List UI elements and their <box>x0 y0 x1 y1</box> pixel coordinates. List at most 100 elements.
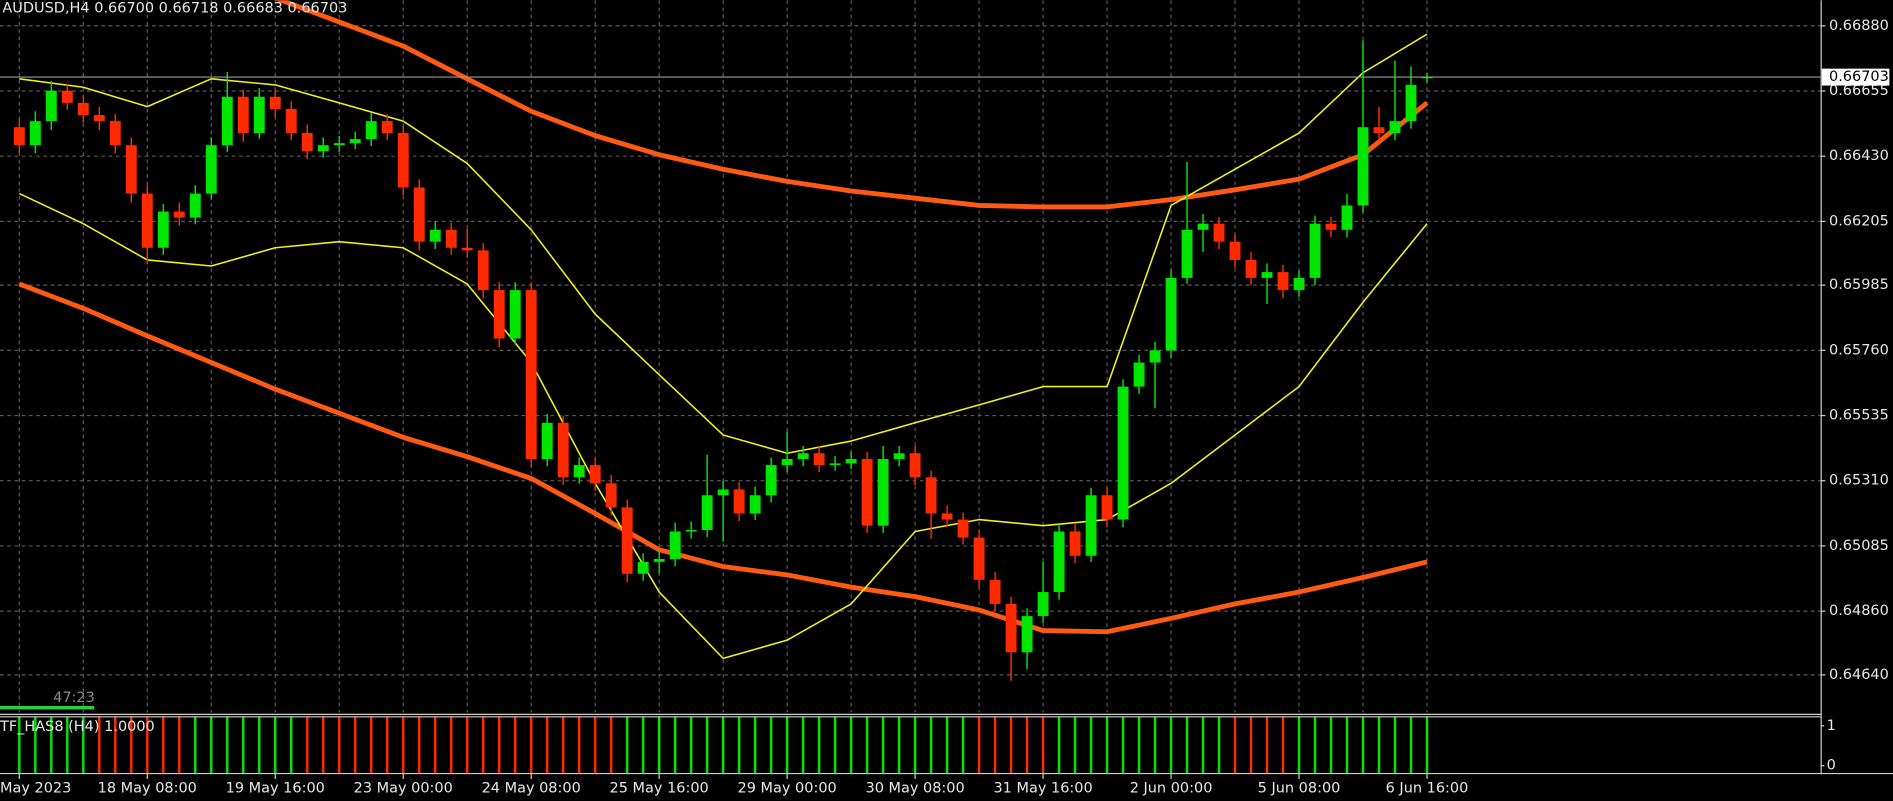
x-tick-label: 6 Jun 16:00 <box>1386 781 1469 797</box>
timer: 47:23 <box>53 690 95 706</box>
axes: 0.66880 0.66655 0.66430 0.66205 0.65985 0.657… <box>0 18 1890 797</box>
candle-body <box>349 139 361 144</box>
candle-body <box>541 422 553 460</box>
candle-body <box>333 143 345 146</box>
candle-body <box>989 579 1001 604</box>
candle-body <box>397 133 409 188</box>
candle-body <box>845 459 857 464</box>
candle-body <box>797 453 809 460</box>
candle-body <box>573 465 585 478</box>
candle-body <box>1037 592 1049 617</box>
candle-body <box>205 145 217 194</box>
candle-body <box>141 193 153 248</box>
candle-body <box>733 489 745 514</box>
chart-title: AUDUSD,H4 0.66700 0.66718 0.66683 0.6670… <box>2 1 347 17</box>
candle-body <box>1213 223 1225 242</box>
candle-body <box>589 465 601 484</box>
candle-body <box>173 211 185 218</box>
candle-body <box>1069 531 1081 556</box>
candle-body <box>509 290 521 339</box>
candle-body <box>253 96 265 134</box>
candle-body <box>669 531 681 559</box>
candle-body <box>317 145 329 152</box>
candle-body <box>445 229 457 248</box>
candle-body <box>621 507 633 574</box>
candle-body <box>493 290 505 339</box>
x-tick-label: 30 May 08:00 <box>866 781 965 797</box>
y-tick-label: 0.65985 <box>1829 277 1889 293</box>
candle-body <box>877 459 889 526</box>
candle-body <box>637 561 649 574</box>
x-tick-label: 18 May 08:00 <box>98 781 197 797</box>
candle-body <box>1229 241 1241 260</box>
candle-body <box>157 211 169 248</box>
candle-body <box>109 121 121 146</box>
candle-body <box>1325 223 1337 230</box>
candle-body <box>765 465 777 496</box>
candle-body <box>1133 362 1145 387</box>
x-tick-label: 25 May 16:00 <box>610 781 709 797</box>
indicator-panel <box>18 716 1429 773</box>
candle-body <box>13 127 25 146</box>
candle-body <box>957 519 969 538</box>
overlay-line <box>18 281 1428 635</box>
candle-body <box>1085 495 1097 556</box>
candle-body <box>829 463 841 466</box>
candle-body <box>269 96 281 109</box>
y-tick-label: 0.66880 <box>1829 18 1889 34</box>
indicator-tick-label: 0 <box>1827 758 1836 774</box>
x-tick-label: 2 Jun 00:00 <box>1130 781 1213 797</box>
candle-body <box>189 193 201 218</box>
candle-body <box>1341 205 1353 230</box>
candle-body <box>1277 272 1289 291</box>
candles <box>13 40 1433 681</box>
overlay-line <box>19 33 1428 455</box>
x-tick-label: May 2023 <box>0 781 71 797</box>
candle-body <box>381 121 393 134</box>
x-tick-label: 23 May 00:00 <box>354 781 453 797</box>
x-tick-label: 19 May 16:00 <box>226 781 325 797</box>
candle-body <box>1261 272 1273 278</box>
candle-body <box>925 477 937 514</box>
x-tick-label: 29 May 00:00 <box>738 781 837 797</box>
candle-body <box>1149 350 1161 363</box>
overlay-line <box>274 0 1429 210</box>
candle-body <box>1197 223 1209 230</box>
candle-body <box>1389 121 1401 134</box>
candle-body <box>285 108 297 134</box>
candle-body <box>781 459 793 466</box>
y-tick-label: 0.64860 <box>1829 603 1889 619</box>
y-tick-label: 0.66655 <box>1829 83 1889 99</box>
candle-body <box>813 453 825 466</box>
x-tick-label: 5 Jun 08:00 <box>1258 781 1341 797</box>
grid <box>0 0 1821 713</box>
candle-body <box>1405 84 1417 122</box>
candle-body <box>1021 616 1033 653</box>
x-tick-label: 24 May 08:00 <box>482 781 581 797</box>
candle-body <box>893 453 905 460</box>
candle-body <box>749 495 761 514</box>
candle-body <box>1309 223 1321 278</box>
indicator-label: TF_HAS8 (H4) 1.0000 <box>0 719 155 735</box>
candle-body <box>237 96 249 134</box>
candle-body <box>221 96 233 146</box>
y-tick-label: 0.64640 <box>1829 667 1889 683</box>
y-tick-label: 0.65085 <box>1829 538 1889 554</box>
candle-body <box>685 530 697 532</box>
current-price-label: 0.66703 <box>1829 69 1889 85</box>
candle-body <box>461 247 473 251</box>
candle-body <box>1181 229 1193 278</box>
candle-body <box>125 145 137 194</box>
candle-body <box>77 102 89 116</box>
y-tick-label: 0.65760 <box>1829 342 1889 358</box>
candle-body <box>93 115 105 122</box>
y-tick-label: 0.65310 <box>1829 473 1889 489</box>
candle-body <box>605 483 617 508</box>
candle-body <box>909 453 921 478</box>
x-tick-label: 31 May 16:00 <box>993 781 1092 797</box>
candle-body <box>477 250 489 291</box>
candle-body <box>1053 531 1065 593</box>
candle-body <box>1357 127 1369 206</box>
